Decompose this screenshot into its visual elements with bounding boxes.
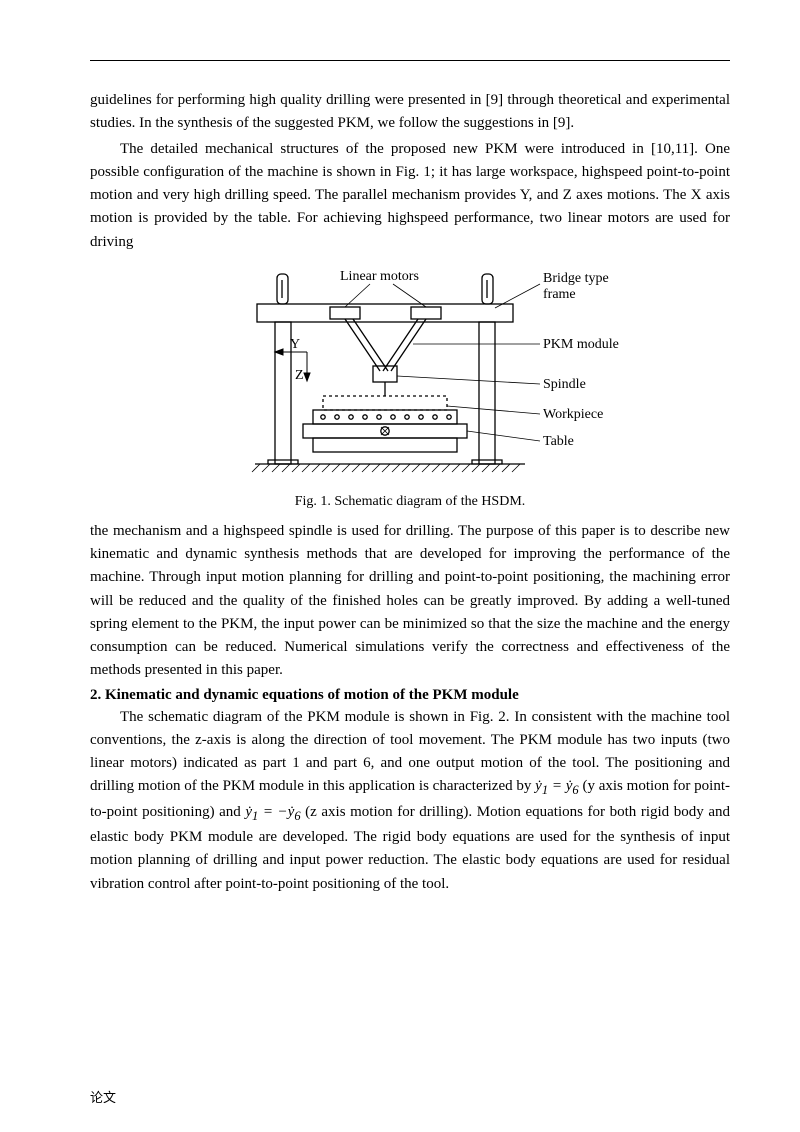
- paragraph-1: guidelines for performing high quality d…: [90, 89, 730, 136]
- pkm-links: [345, 319, 426, 371]
- label-bridge-1: Bridge type: [543, 271, 609, 286]
- bridge-beam: [257, 304, 513, 322]
- figure-1-caption: Fig. 1. Schematic diagram of the HSDM.: [90, 494, 730, 510]
- footer-label: 论文: [90, 1087, 116, 1106]
- section-2-heading: 2. Kinematic and dynamic equations of mo…: [90, 687, 730, 704]
- y-axis-label: Y: [290, 337, 300, 352]
- paragraph-3: the mechanism and a highspeed spindle is…: [90, 520, 730, 683]
- axes-indicator: Y Z: [275, 337, 310, 383]
- left-column: [268, 274, 298, 464]
- paragraph-2: The detailed mechanical structures of th…: [90, 138, 730, 254]
- label-linear-motors: Linear motors: [340, 269, 419, 284]
- eq-ydot1-eq-neg-ydot6: ẏ1 = −ẏ6: [245, 804, 300, 820]
- top-rule: [90, 60, 730, 61]
- table-assembly: [303, 410, 467, 452]
- label-bridge-2: frame: [543, 287, 576, 302]
- label-workpiece: Workpiece: [543, 407, 603, 422]
- z-axis-label: Z: [295, 368, 304, 383]
- eq-ydot1-eq-ydot6: ẏ1 = ẏ6: [535, 778, 579, 794]
- paragraph-4: The schematic diagram of the PKM module …: [90, 706, 730, 896]
- workpiece-rect: [323, 396, 447, 410]
- figure-1: Y Z Linear motors Bridge type frame PKM …: [90, 266, 730, 486]
- label-table: Table: [543, 434, 574, 449]
- linear-motor-left: [330, 307, 360, 319]
- label-spindle: Spindle: [543, 377, 586, 392]
- linear-motor-right: [411, 307, 441, 319]
- label-pkm: PKM module: [543, 337, 619, 352]
- hsdm-diagram: Y Z Linear motors Bridge type frame PKM …: [195, 266, 625, 481]
